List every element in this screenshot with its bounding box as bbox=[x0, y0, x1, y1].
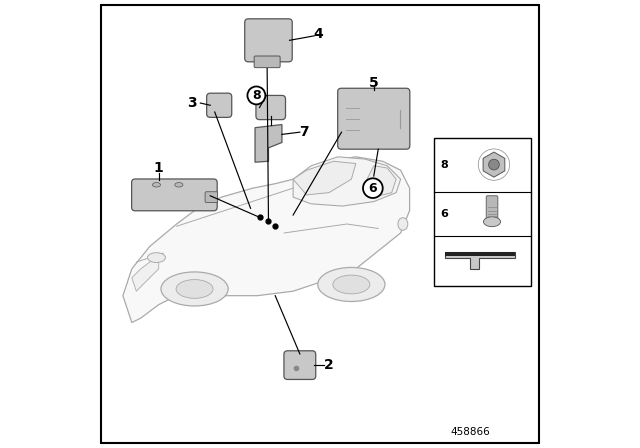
Polygon shape bbox=[255, 125, 282, 162]
Ellipse shape bbox=[333, 275, 370, 294]
FancyBboxPatch shape bbox=[486, 196, 498, 223]
Text: 458866: 458866 bbox=[450, 427, 490, 437]
Ellipse shape bbox=[398, 218, 408, 230]
Polygon shape bbox=[365, 166, 396, 197]
FancyBboxPatch shape bbox=[244, 19, 292, 62]
Ellipse shape bbox=[317, 267, 385, 302]
Circle shape bbox=[363, 178, 383, 198]
FancyBboxPatch shape bbox=[256, 95, 285, 120]
Text: 6: 6 bbox=[369, 181, 377, 195]
Circle shape bbox=[488, 159, 499, 170]
Ellipse shape bbox=[147, 253, 165, 263]
Ellipse shape bbox=[152, 182, 161, 187]
FancyBboxPatch shape bbox=[284, 351, 316, 379]
Text: 7: 7 bbox=[300, 125, 309, 139]
Polygon shape bbox=[293, 161, 356, 195]
FancyBboxPatch shape bbox=[132, 179, 217, 211]
FancyBboxPatch shape bbox=[207, 93, 232, 117]
Circle shape bbox=[248, 86, 266, 104]
Polygon shape bbox=[445, 253, 515, 256]
Text: 8: 8 bbox=[252, 89, 260, 102]
Ellipse shape bbox=[484, 217, 500, 227]
Text: 8: 8 bbox=[440, 159, 448, 170]
Ellipse shape bbox=[176, 280, 213, 298]
Text: 1: 1 bbox=[154, 161, 164, 175]
Polygon shape bbox=[445, 253, 515, 270]
Ellipse shape bbox=[161, 272, 228, 306]
Text: 4: 4 bbox=[313, 27, 323, 42]
Text: 2: 2 bbox=[324, 358, 334, 372]
Text: 6: 6 bbox=[440, 209, 448, 219]
Bar bbox=[435, 138, 531, 286]
Text: 3: 3 bbox=[188, 96, 197, 110]
Polygon shape bbox=[293, 157, 401, 206]
FancyBboxPatch shape bbox=[254, 56, 280, 68]
Text: 5: 5 bbox=[369, 76, 379, 90]
FancyBboxPatch shape bbox=[205, 192, 218, 202]
Polygon shape bbox=[123, 157, 410, 323]
FancyBboxPatch shape bbox=[338, 88, 410, 149]
Polygon shape bbox=[132, 255, 159, 291]
Ellipse shape bbox=[175, 182, 183, 187]
